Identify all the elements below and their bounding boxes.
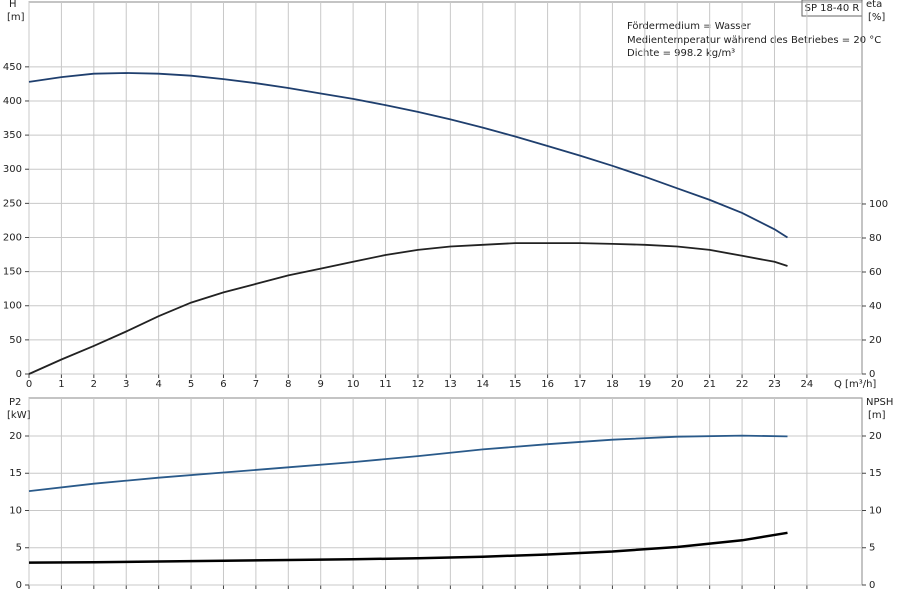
y-tick-label: 250 bbox=[3, 198, 22, 209]
y-tick-label: 0 bbox=[16, 580, 22, 591]
x-tick-label: 10 bbox=[347, 379, 360, 390]
y-tick-label: 400 bbox=[3, 96, 22, 107]
y-tick-label: 10 bbox=[9, 505, 22, 516]
y2-tick-label: 5 bbox=[869, 543, 875, 554]
y-axis-unit: [m] bbox=[7, 12, 25, 23]
y-axis-unit: [kW] bbox=[7, 410, 31, 421]
x-axis-label: Q [m³/h] bbox=[834, 379, 876, 390]
y-tick-label: 200 bbox=[3, 232, 22, 243]
annotation: Medientemperatur während des Betriebes =… bbox=[627, 35, 881, 46]
annotation: Fördermedium = Wasser bbox=[627, 21, 752, 32]
y2-tick-label: 0 bbox=[869, 580, 875, 591]
x-tick-label: 6 bbox=[220, 379, 226, 390]
x-tick-label: 24 bbox=[801, 379, 814, 390]
y-axis-label: P2 bbox=[9, 397, 21, 408]
y-tick-label: 50 bbox=[9, 335, 22, 346]
y-tick-label: 20 bbox=[9, 431, 22, 442]
x-tick-label: 0 bbox=[26, 379, 32, 390]
y2-axis-unit: [m] bbox=[868, 410, 886, 421]
x-tick-label: 4 bbox=[155, 379, 161, 390]
x-tick-label: 14 bbox=[476, 379, 489, 390]
y-tick-label: 150 bbox=[3, 267, 22, 278]
y2-tick-label: 60 bbox=[869, 267, 882, 278]
annotation: Dichte = 998.2 kg/m³ bbox=[627, 48, 735, 59]
y2-tick-label: 10 bbox=[869, 505, 882, 516]
y2-tick-label: 15 bbox=[869, 468, 882, 479]
curve bbox=[28, 531, 788, 564]
y-tick-label: 350 bbox=[3, 130, 22, 141]
y2-tick-label: 80 bbox=[869, 233, 882, 244]
x-tick-label: 15 bbox=[509, 379, 522, 390]
x-tick-label: 19 bbox=[638, 379, 651, 390]
curve bbox=[28, 434, 788, 492]
x-tick-label: 11 bbox=[379, 379, 392, 390]
x-tick-label: 1 bbox=[58, 379, 64, 390]
x-tick-label: 20 bbox=[671, 379, 684, 390]
y2-tick-label: 40 bbox=[869, 301, 882, 312]
x-tick-label: 7 bbox=[253, 379, 259, 390]
x-tick-label: 13 bbox=[444, 379, 457, 390]
y2-tick-label: 20 bbox=[869, 431, 882, 442]
x-tick-label: 16 bbox=[541, 379, 554, 390]
x-tick-label: 22 bbox=[736, 379, 749, 390]
x-tick-label: 8 bbox=[285, 379, 291, 390]
y2-tick-label: 20 bbox=[869, 335, 882, 346]
y-tick-label: 300 bbox=[3, 164, 22, 175]
x-tick-label: 9 bbox=[318, 379, 324, 390]
y-tick-label: 0 bbox=[16, 369, 22, 380]
x-tick-label: 3 bbox=[123, 379, 129, 390]
y2-axis-unit: [%] bbox=[868, 12, 885, 23]
y-tick-label: 5 bbox=[16, 543, 22, 554]
x-tick-label: 18 bbox=[606, 379, 619, 390]
product-label: SP 18-40 R bbox=[805, 3, 860, 14]
curve bbox=[28, 242, 788, 375]
y2-axis-label: NPSH bbox=[866, 397, 893, 408]
y2-tick-label: 100 bbox=[869, 199, 888, 210]
y2-axis-label: eta bbox=[866, 0, 882, 10]
curve bbox=[28, 72, 788, 239]
y-tick-label: 15 bbox=[9, 468, 22, 479]
y2-tick-label: 0 bbox=[869, 369, 875, 380]
x-tick-label: 12 bbox=[412, 379, 425, 390]
x-tick-label: 2 bbox=[91, 379, 97, 390]
y-tick-label: 450 bbox=[3, 62, 22, 73]
y-axis-label: H bbox=[9, 0, 17, 10]
x-tick-label: 5 bbox=[188, 379, 194, 390]
x-tick-label: 21 bbox=[703, 379, 716, 390]
x-tick-label: 17 bbox=[574, 379, 587, 390]
y-tick-label: 100 bbox=[3, 301, 22, 312]
x-tick-label: 23 bbox=[768, 379, 781, 390]
